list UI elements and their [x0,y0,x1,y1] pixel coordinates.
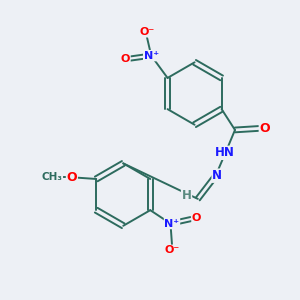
Text: O⁻: O⁻ [139,27,154,37]
Text: O: O [192,213,201,223]
Text: N⁺: N⁺ [164,219,179,229]
Text: O⁻: O⁻ [164,245,180,255]
Text: HN: HN [214,146,235,159]
Text: O: O [121,54,130,64]
Text: N: N [212,169,222,182]
Text: O: O [260,122,270,135]
Text: H: H [182,189,191,202]
Text: O: O [67,171,77,184]
Text: N⁺: N⁺ [144,51,159,61]
Text: CH₃: CH₃ [41,172,62,182]
